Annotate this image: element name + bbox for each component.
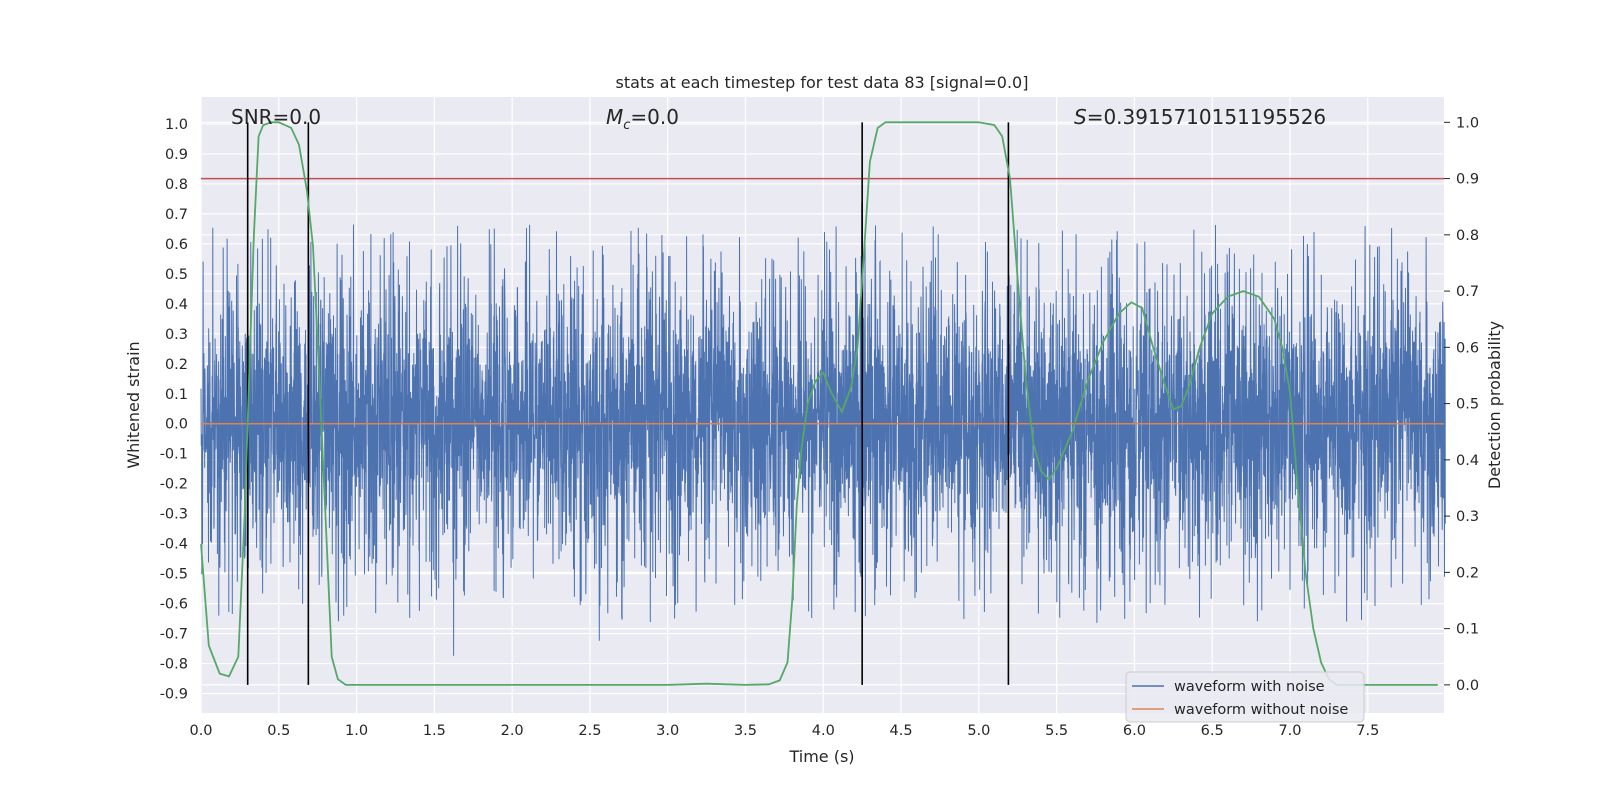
y-tick-label-right: 0.1 xyxy=(1456,622,1479,638)
y-tick-label-left: -0.6 xyxy=(160,597,188,613)
x-tick-label: 4.5 xyxy=(890,723,913,739)
chirp-mass-annotation: Mc=0.0 xyxy=(606,105,679,133)
y-tick-label-left: -0.5 xyxy=(160,567,188,583)
y-tick-label-left: -0.3 xyxy=(160,507,188,523)
legend-label-with-noise: waveform with noise xyxy=(1174,679,1325,695)
x-tick-label: 0.0 xyxy=(189,723,212,739)
x-tick-label: 3.5 xyxy=(734,723,757,739)
y-tick-label-left: 0.5 xyxy=(165,267,188,283)
x-tick-label: 1.0 xyxy=(345,723,368,739)
s-symbol: S xyxy=(1074,105,1087,129)
x-tick-label: 2.0 xyxy=(501,723,524,739)
x-tick-label: 1.5 xyxy=(423,723,446,739)
snr-annotation: SNR=0.0 xyxy=(231,105,321,129)
y-tick-label-left: 1.0 xyxy=(165,117,188,133)
x-tick-label: 4.0 xyxy=(812,723,835,739)
y-tick-label-left: 0.8 xyxy=(165,177,188,193)
y-tick-label-right: 0.4 xyxy=(1456,453,1479,469)
y-tick-label-left: -0.7 xyxy=(160,627,188,643)
y-tick-label-right: 0.3 xyxy=(1456,509,1479,525)
y-axis-label-left: Whitened strain xyxy=(124,341,143,468)
chirp-mass-subscript: c xyxy=(623,118,630,133)
detection-probability-series xyxy=(200,121,1438,686)
y-tick-label-right: 0.2 xyxy=(1456,565,1479,581)
chart-title: stats at each timestep for test data 83 … xyxy=(616,73,1029,92)
y-tick-label-right: 0.7 xyxy=(1456,284,1479,300)
y-tick-label-left: -0.2 xyxy=(160,477,188,493)
y-tick-label-right: 0.5 xyxy=(1456,397,1479,413)
detection-probability-line xyxy=(200,121,1438,686)
x-tick-label: 0.5 xyxy=(267,723,290,739)
y-tick-label-left: -0.1 xyxy=(160,447,188,463)
y-tick-label-left: 0.1 xyxy=(165,387,188,403)
x-tick-label: 6.5 xyxy=(1201,723,1224,739)
x-tick-label: 7.5 xyxy=(1356,723,1379,739)
y-tick-label-left: 0.2 xyxy=(165,357,188,373)
x-axis-label: Time (s) xyxy=(788,747,854,766)
y-tick-label-right: 0.9 xyxy=(1456,172,1479,188)
y-tick-label-left: -0.8 xyxy=(160,657,188,673)
chirp-mass-symbol: M xyxy=(606,105,623,129)
axis-tick-labels: 0.0 0.5 1.0 1.5 2.0 2.5 3.0 3.5 4.0 4.5 5.0 5.5 6.0 6… xyxy=(160,115,1479,739)
y-tick-label-left: 0.4 xyxy=(165,297,188,313)
s-value: =0.3915710151195526 xyxy=(1087,105,1326,129)
y-tick-label-right: 0.0 xyxy=(1456,678,1479,694)
x-tick-label: 7.0 xyxy=(1278,723,1301,739)
chirp-mass-value: =0.0 xyxy=(630,105,679,129)
y-tick-label-left: 0.6 xyxy=(165,237,188,253)
y-tick-label-left: -0.9 xyxy=(160,687,188,703)
y-tick-label-left: 0.3 xyxy=(165,327,188,343)
y-tick-label-right: 0.6 xyxy=(1456,340,1479,356)
y-tick-label-left: 0.7 xyxy=(165,207,188,223)
legend-label-without-noise: waveform without noise xyxy=(1174,702,1348,718)
y-tick-label-right: 0.8 xyxy=(1456,228,1479,244)
x-tick-label: 5.5 xyxy=(1045,723,1068,739)
legend: waveform with noise waveform without noi… xyxy=(1125,671,1365,723)
y-tick-label-left: 0.9 xyxy=(165,147,188,163)
x-tick-label: 2.5 xyxy=(578,723,601,739)
x-tick-label: 3.0 xyxy=(656,723,679,739)
y-tick-label-left: 0.0 xyxy=(165,417,188,433)
noise-waveform-series xyxy=(200,202,1446,656)
waveform-with-noise-line xyxy=(200,202,1446,656)
y-tick-label-left: -0.4 xyxy=(160,537,188,553)
x-tick-label: 5.0 xyxy=(967,723,990,739)
x-tick-label: 6.0 xyxy=(1123,723,1146,739)
y-tick-label-right: 1.0 xyxy=(1456,115,1479,131)
legend-box xyxy=(1125,671,1365,723)
s-annotation: S=0.3915710151195526 xyxy=(1074,105,1326,129)
y-axis-label-right: Detection probability xyxy=(1485,321,1504,489)
